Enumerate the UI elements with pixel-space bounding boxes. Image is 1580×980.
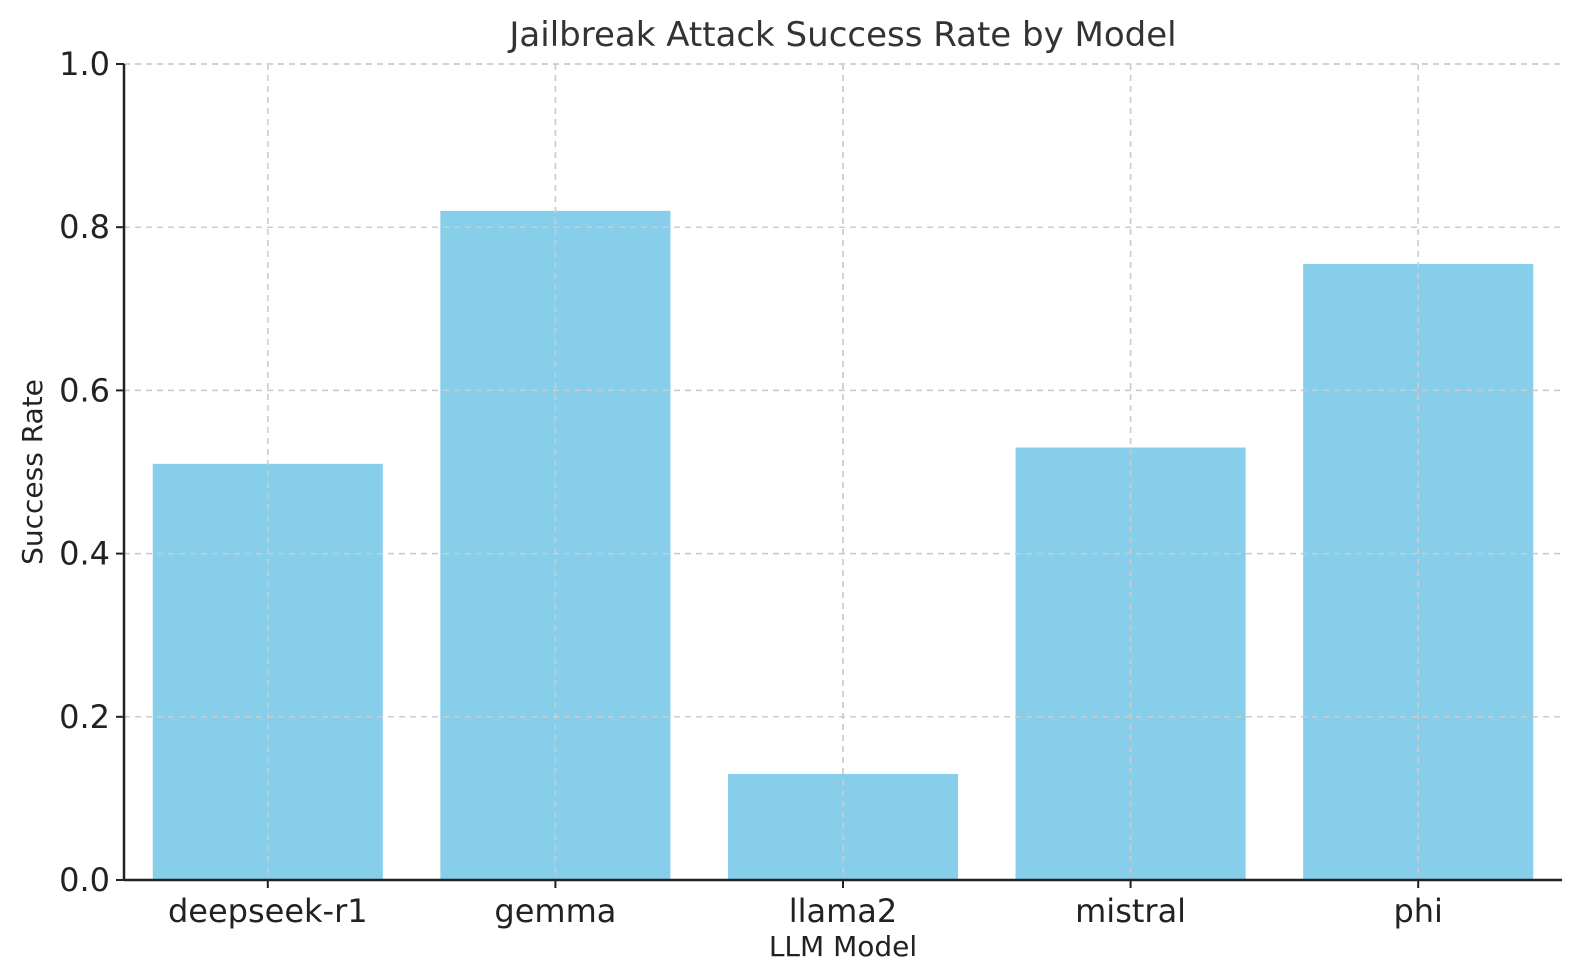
x-tick-label: gemma <box>494 892 616 930</box>
x-tick-label: mistral <box>1075 892 1186 930</box>
y-axis-label: Success Rate <box>16 379 49 565</box>
y-tick-label: 0.4 <box>59 535 110 573</box>
y-tick-label: 0.2 <box>59 698 110 736</box>
y-tick-label: 1.0 <box>59 45 110 83</box>
y-tick-label: 0.6 <box>59 371 110 409</box>
chart-title: Jailbreak Attack Success Rate by Model <box>507 15 1176 55</box>
x-tick-label: llama2 <box>789 892 898 930</box>
y-tick-label: 0.8 <box>59 208 110 246</box>
x-tick-label: phi <box>1393 892 1442 930</box>
x-axis-label: LLM Model <box>769 930 917 963</box>
y-tick-label: 0.0 <box>59 861 110 899</box>
ticks: 0.0 0.2 0.4 0.6 0.8 1.0 deepseek-r1 gemma llama2… <box>59 45 1443 930</box>
x-tick-label: deepseek-r1 <box>168 892 368 930</box>
